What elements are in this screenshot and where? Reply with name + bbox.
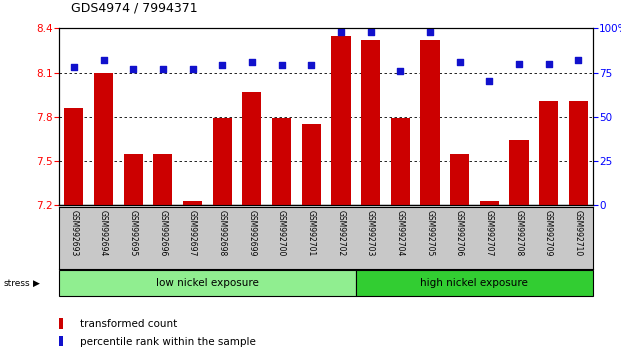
Bar <box>124 154 143 205</box>
Text: GSM992707: GSM992707 <box>485 210 494 257</box>
Bar <box>539 101 558 205</box>
Point <box>514 61 524 67</box>
Text: GSM992698: GSM992698 <box>218 210 227 256</box>
Text: stress: stress <box>3 279 30 287</box>
Text: transformed count: transformed count <box>80 319 178 329</box>
Bar <box>509 141 528 205</box>
Point <box>188 66 197 72</box>
Bar <box>450 154 469 205</box>
Point <box>276 63 286 68</box>
Text: GSM992699: GSM992699 <box>247 210 256 257</box>
Bar <box>331 36 350 205</box>
Text: GSM992705: GSM992705 <box>425 210 434 257</box>
Bar <box>356 270 593 296</box>
Point <box>336 29 346 35</box>
Text: GSM992706: GSM992706 <box>455 210 464 257</box>
Bar <box>183 201 202 205</box>
Text: GSM992697: GSM992697 <box>188 210 197 257</box>
Point <box>573 57 583 63</box>
Text: GSM992708: GSM992708 <box>514 210 524 256</box>
Text: percentile rank within the sample: percentile rank within the sample <box>80 337 256 347</box>
Text: GSM992700: GSM992700 <box>277 210 286 257</box>
Text: GSM992704: GSM992704 <box>396 210 405 257</box>
Text: GDS4974 / 7994371: GDS4974 / 7994371 <box>71 1 198 14</box>
Bar <box>391 118 410 205</box>
Bar <box>302 124 321 205</box>
Point <box>425 29 435 35</box>
Point <box>395 68 405 74</box>
Point <box>128 66 138 72</box>
Bar <box>420 40 440 205</box>
Point <box>484 79 494 84</box>
Text: GSM992703: GSM992703 <box>366 210 375 257</box>
Point <box>69 64 79 70</box>
Text: GSM992696: GSM992696 <box>158 210 167 257</box>
Text: high nickel exposure: high nickel exposure <box>420 278 528 288</box>
Text: GSM992694: GSM992694 <box>99 210 108 257</box>
Bar <box>153 154 173 205</box>
Text: GSM992702: GSM992702 <box>337 210 345 256</box>
Bar <box>59 336 63 346</box>
Point <box>455 59 465 65</box>
Bar <box>272 118 291 205</box>
Point <box>99 57 109 63</box>
Point <box>366 29 376 35</box>
Bar <box>94 73 113 205</box>
Bar <box>242 92 261 205</box>
Text: GSM992709: GSM992709 <box>544 210 553 257</box>
Bar <box>59 318 63 329</box>
Bar <box>569 101 588 205</box>
Point <box>217 63 227 68</box>
Bar <box>479 201 499 205</box>
Bar <box>64 108 83 205</box>
Text: low nickel exposure: low nickel exposure <box>156 278 259 288</box>
Point <box>158 66 168 72</box>
Bar <box>59 270 356 296</box>
Text: GSM992701: GSM992701 <box>307 210 315 256</box>
Text: GSM992693: GSM992693 <box>70 210 78 257</box>
Point <box>306 63 316 68</box>
Bar <box>212 118 232 205</box>
Bar <box>361 40 380 205</box>
Point <box>247 59 257 65</box>
Text: ▶: ▶ <box>32 279 40 287</box>
Point <box>543 61 553 67</box>
Text: GSM992695: GSM992695 <box>129 210 138 257</box>
Text: GSM992710: GSM992710 <box>574 210 582 256</box>
